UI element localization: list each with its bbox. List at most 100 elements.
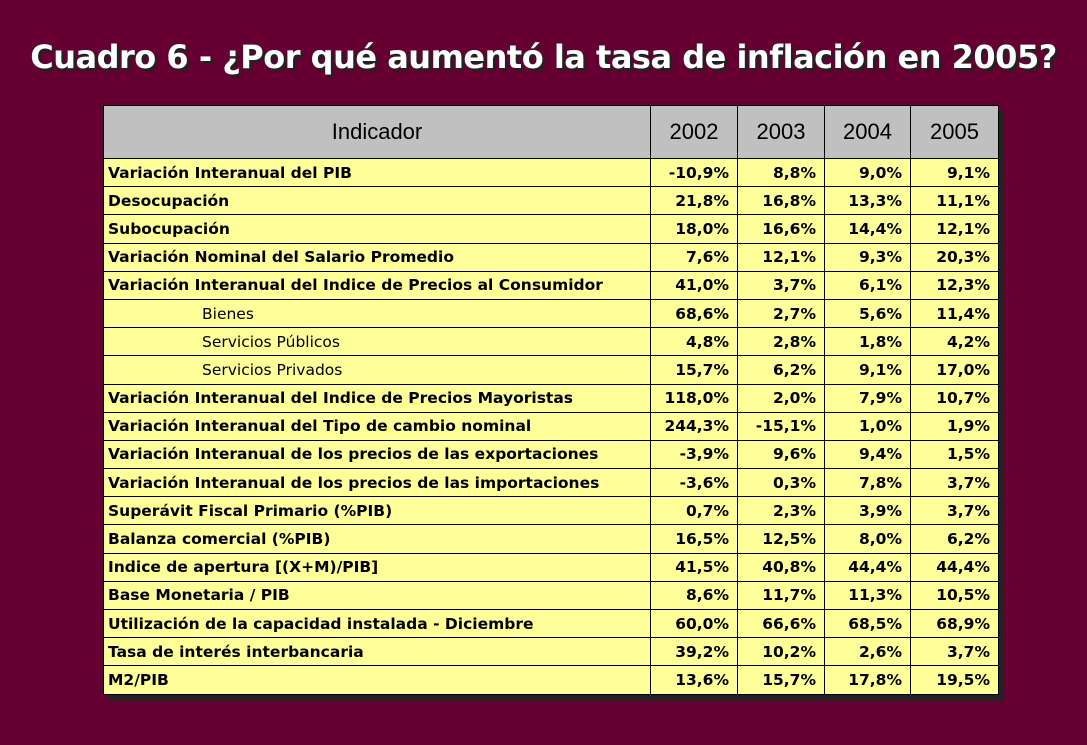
table-row: Servicios Públicos 4,8% 2,8% 1,8% 4,2% [103, 327, 999, 357]
table-row: Balanza comercial (%PIB) 16,5% 12,5% 8,0% 6,… [103, 524, 999, 554]
value-cell: 9,1% [824, 355, 911, 385]
value-cell: 68,9% [910, 608, 999, 639]
value-cell: 44,4% [910, 552, 999, 582]
value-cell: 12,3% [910, 270, 999, 300]
header-year-2005: 2005 [910, 105, 999, 159]
table-row: Variación Nominal del Salario Promedio 7,… [103, 242, 999, 272]
table-row: Bienes 68,6% 2,7% 5,6% 11,4% [103, 298, 999, 329]
value-cell: 19,5% [910, 665, 999, 695]
value-cell: 8,8% [737, 157, 825, 188]
value-cell: 17,8% [824, 665, 911, 695]
value-cell: 3,7% [910, 468, 999, 498]
value-cell: 11,3% [824, 580, 911, 611]
value-cell: 8,0% [824, 524, 911, 554]
value-cell: 1,8% [824, 327, 911, 357]
header-year-2004: 2004 [824, 105, 911, 159]
value-cell: 3,7% [737, 270, 825, 300]
indicator-label: Variación Interanual del PIB [103, 157, 651, 188]
table-row: Subocupación 18,0% 16,6% 14,4% 12,1% [103, 214, 999, 244]
value-cell: 3,9% [824, 496, 911, 526]
value-cell: 0,7% [650, 496, 738, 526]
header-indicador: Indicador [103, 105, 651, 159]
value-cell: 244,3% [650, 411, 738, 441]
indicator-label: Subocupación [103, 214, 651, 244]
value-cell: 60,0% [650, 608, 738, 639]
indicator-label: Variación Interanual de los precios de l… [103, 468, 651, 498]
value-cell: 14,4% [824, 214, 911, 244]
value-cell: 9,1% [910, 157, 999, 188]
value-cell: 1,0% [824, 411, 911, 441]
value-cell: 9,4% [824, 439, 911, 470]
value-cell: 118,0% [650, 383, 738, 413]
value-cell: 15,7% [650, 355, 738, 385]
value-cell: 3,7% [910, 637, 999, 667]
header-year-2003: 2003 [737, 105, 825, 159]
value-cell: -3,6% [650, 468, 738, 498]
table-row: Variación Interanual del Indice de Preci… [103, 383, 999, 413]
value-cell: 39,2% [650, 637, 738, 667]
indicator-label: Bienes [103, 298, 651, 329]
page-title: Cuadro 6 - ¿Por qué aumentó la tasa de i… [30, 38, 1057, 76]
value-cell: 13,6% [650, 665, 738, 695]
value-cell: 11,4% [910, 298, 999, 329]
value-cell: 9,0% [824, 157, 911, 188]
value-cell: 16,5% [650, 524, 738, 554]
indicator-label: Variación Interanual del Indice de Preci… [103, 383, 651, 413]
value-cell: 21,8% [650, 186, 738, 216]
indicator-label: M2/PIB [103, 665, 651, 695]
value-cell: 44,4% [824, 552, 911, 582]
value-cell: 9,3% [824, 242, 911, 272]
value-cell: 10,5% [910, 580, 999, 611]
value-cell: 12,5% [737, 524, 825, 554]
table-body: Variación Interanual del PIB -10,9% 8,8% 9,… [103, 157, 999, 695]
value-cell: 3,7% [910, 496, 999, 526]
indicator-label: Variación Interanual de los precios de l… [103, 439, 651, 470]
value-cell: 68,6% [650, 298, 738, 329]
value-cell: 0,3% [737, 468, 825, 498]
indicator-label: Superávit Fiscal Primario (%PIB) [103, 496, 651, 526]
table-row: Desocupación 21,8% 16,8% 13,3% 11,1% [103, 186, 999, 216]
table-header-row: Indicador 2002 2003 2004 2005 [103, 105, 999, 159]
value-cell: 4,8% [650, 327, 738, 357]
table-row: Servicios Privados 15,7% 6,2% 9,1% 17,0% [103, 355, 999, 385]
value-cell: 41,0% [650, 270, 738, 300]
table-row: M2/PIB 13,6% 15,7% 17,8% 19,5% [103, 665, 999, 695]
table-row: Variación Interanual de los precios de l… [103, 468, 999, 498]
value-cell: 16,6% [737, 214, 825, 244]
indicator-label: Variación Nominal del Salario Promedio [103, 242, 651, 272]
table-row: Utilización de la capacidad instalada - … [103, 608, 999, 639]
value-cell: 15,7% [737, 665, 825, 695]
value-cell: 12,1% [737, 242, 825, 272]
indicator-label: Variación Interanual del Indice de Preci… [103, 270, 651, 300]
value-cell: 41,5% [650, 552, 738, 582]
value-cell: 5,6% [824, 298, 911, 329]
table-row: Variación Interanual del Tipo de cambio … [103, 411, 999, 441]
indicators-table-container: Indicador 2002 2003 2004 2005 Variación … [103, 105, 999, 695]
value-cell: 40,8% [737, 552, 825, 582]
value-cell: 17,0% [910, 355, 999, 385]
value-cell: 68,5% [824, 608, 911, 639]
value-cell: 7,9% [824, 383, 911, 413]
value-cell: 2,6% [824, 637, 911, 667]
value-cell: 10,2% [737, 637, 825, 667]
value-cell: 1,5% [910, 439, 999, 470]
table-row: Tasa de interés interbancaria 39,2% 10,2% 2… [103, 637, 999, 667]
table-row: Variación Interanual del Indice de Preci… [103, 270, 999, 300]
value-cell: -3,9% [650, 439, 738, 470]
value-cell: 2,0% [737, 383, 825, 413]
value-cell: 9,6% [737, 439, 825, 470]
indicator-label: Desocupación [103, 186, 651, 216]
value-cell: 8,6% [650, 580, 738, 611]
table-row: Variación Interanual del PIB -10,9% 8,8% 9,… [103, 157, 999, 188]
table-row: Base Monetaria / PIB 8,6% 11,7% 11,3% 10,5% [103, 580, 999, 611]
value-cell: 20,3% [910, 242, 999, 272]
indicator-label: Tasa de interés interbancaria [103, 637, 651, 667]
value-cell: 2,7% [737, 298, 825, 329]
value-cell: 2,3% [737, 496, 825, 526]
table-row: Variación Interanual de los precios de l… [103, 439, 999, 470]
indicator-label: Balanza comercial (%PIB) [103, 524, 651, 554]
value-cell: 1,9% [910, 411, 999, 441]
value-cell: 6,1% [824, 270, 911, 300]
table-row: Superávit Fiscal Primario (%PIB) 0,7% 2,3%… [103, 496, 999, 526]
value-cell: 66,6% [737, 608, 825, 639]
